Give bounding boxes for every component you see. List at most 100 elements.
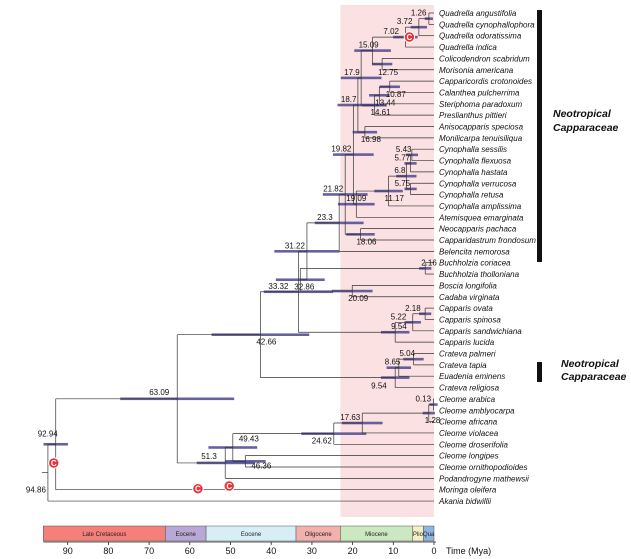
tip-label: Capparicordis crotonoides: [439, 77, 532, 86]
calibration-icon: [223, 480, 235, 492]
period-label: Eocene: [176, 532, 197, 538]
axis-tick-label: 80: [103, 546, 113, 556]
node-age-label: 32.86: [294, 283, 315, 292]
tip-label: Capparidastrum frondosum: [439, 236, 536, 245]
tip-label: Cynophalla amplissima: [439, 202, 522, 211]
calibration-icon: [192, 483, 204, 495]
tip-label: Cleome violacea: [439, 429, 499, 438]
tip-label: Crateva tapia: [439, 361, 487, 370]
period-label: Eocene: [241, 532, 262, 538]
node-age-label: 51.3: [201, 452, 217, 461]
tip-label: Monilicarpa tenuisiliqua: [439, 134, 523, 143]
tip-label: Belencita nemorosa: [439, 247, 510, 256]
node-age-label: 14.61: [371, 108, 392, 117]
node-age-label: 5.75: [395, 179, 411, 188]
node-age-label: 20.09: [348, 294, 369, 303]
node-age-label: 18.06: [356, 237, 377, 246]
tip-label: Euadenia eminens: [439, 372, 505, 381]
calibration-icon: [403, 31, 416, 43]
node-age-label: 1.28: [425, 416, 441, 425]
tip-label: Calanthea pulcherrima: [439, 88, 520, 97]
axis-tick-label: 50: [225, 546, 235, 556]
node-age-label: 12.75: [378, 68, 399, 77]
node-age-label: 31.22: [285, 241, 306, 250]
period-label: Late Cretaceous: [82, 532, 126, 538]
node-age-label: 23.3: [317, 213, 333, 222]
calibration-mark-label: C: [407, 33, 413, 42]
group-label-upper-line2: Capparaceae: [553, 122, 619, 134]
tip-label: Cleome droserifolia: [439, 440, 508, 449]
node-age-label: 49.43: [239, 434, 260, 443]
tip-label: Quadrella odoratissima: [439, 32, 522, 41]
tip-label: Capparis sandwichiana: [439, 327, 522, 336]
group-label-upper-line1: Neotropical: [553, 108, 612, 120]
group-bracket-lower: Neotropical Capparaceae: [537, 358, 627, 383]
calibration-mark-label: C: [51, 459, 57, 468]
node-age-label: 19.09: [346, 194, 367, 203]
node-age-label: 19.82: [331, 145, 352, 154]
tip-label: Preslianthus pittieri: [439, 111, 507, 120]
axis-tick-label: 90: [63, 546, 73, 556]
tip-label: Buchholzia tholloniana: [439, 270, 520, 279]
tip-label: Quadrella angustifolia: [439, 9, 517, 18]
node-age-label: 17.9: [344, 68, 360, 77]
tip-label: Cynophalla hastata: [439, 168, 508, 177]
tip-label: Boscia longifolia: [439, 281, 497, 290]
node-age-label: 42.66: [256, 338, 277, 347]
tip-label: Cynophalla flexuosa: [439, 157, 512, 166]
period-label: Plio: [413, 532, 424, 538]
tip-label: Morisonia americana: [439, 66, 514, 75]
tip-label: Cleome ornithopodioides: [439, 463, 528, 472]
node-age-label: 33.32: [268, 282, 289, 291]
node-age-label: 3.72: [397, 17, 413, 26]
node-age-label: 94.86: [26, 486, 47, 495]
tip-label: Quadrella cynophallophora: [439, 20, 535, 29]
tip-label: Buchholzia coriacea: [439, 259, 511, 268]
tip-label: Cadaba virginata: [439, 293, 500, 302]
tip-label: Capparis ovata: [439, 304, 493, 313]
tip-label: Moringa oleifera: [439, 486, 497, 495]
period-label: Qua: [423, 532, 435, 538]
calibration-marks: C C C C: [48, 31, 416, 495]
time-scale: Late Cretaceous Eocene Eocene Oligocene Mioc…: [43, 525, 491, 556]
axis-title: Time (Mya): [446, 546, 491, 556]
node-age-label: 63.09: [149, 388, 170, 397]
node-age-label: 18.7: [341, 95, 357, 104]
node-age-label: 24.62: [312, 437, 333, 446]
tip-label: Akania bidwillii: [438, 497, 491, 506]
period-label: Oligocene: [305, 532, 333, 538]
miocene-highlight-band: [340, 5, 434, 517]
node-age-label: 10.87: [386, 90, 407, 99]
period-label: Miocene: [365, 532, 388, 538]
tree-branches: [41, 12, 434, 502]
tip-label: Quadrella indica: [439, 43, 497, 52]
tip-label: Colicodendron scabridum: [439, 54, 530, 63]
node-age-label: 2.18: [405, 304, 421, 313]
axis-tick-label: 30: [307, 546, 317, 556]
tip-label: Neocapparis pachaca: [439, 225, 517, 234]
node-age-label: 5.77: [395, 153, 411, 162]
tip-label: Cynophalla sessilis: [439, 145, 507, 154]
node-age-label: 9.54: [391, 322, 407, 331]
tip-label: Cleome africana: [439, 418, 498, 427]
node-age-label: 13.44: [375, 98, 396, 107]
calibration-icon: [48, 457, 60, 469]
calibration-mark-label: C: [195, 485, 201, 494]
calibration-mark-label: C: [226, 482, 232, 491]
node-age-label: 6.8: [394, 166, 406, 175]
tip-label: Cleome amblyocarpa: [439, 406, 515, 415]
node-age-label: 17.63: [340, 413, 361, 422]
node-age-label: 0.13: [415, 395, 431, 404]
group-label-lower-line1: Neotropical: [561, 358, 620, 370]
node-age-label: 2.16: [421, 258, 437, 267]
axis-tick-label: 20: [348, 546, 358, 556]
tip-label: Cynophalla retusa: [439, 191, 504, 200]
tip-label: Crateva religiosa: [439, 384, 500, 393]
node-age-label: 16.98: [361, 135, 382, 144]
node-age-label: 21.82: [323, 184, 344, 193]
tip-label: Podandrogyne mathewsii: [439, 474, 529, 483]
axis-tick-label: 10: [388, 546, 398, 556]
axis-tick-label: 70: [144, 546, 154, 556]
node-age-label: 5.43: [396, 145, 412, 154]
node-age-label: 5.22: [391, 312, 407, 321]
